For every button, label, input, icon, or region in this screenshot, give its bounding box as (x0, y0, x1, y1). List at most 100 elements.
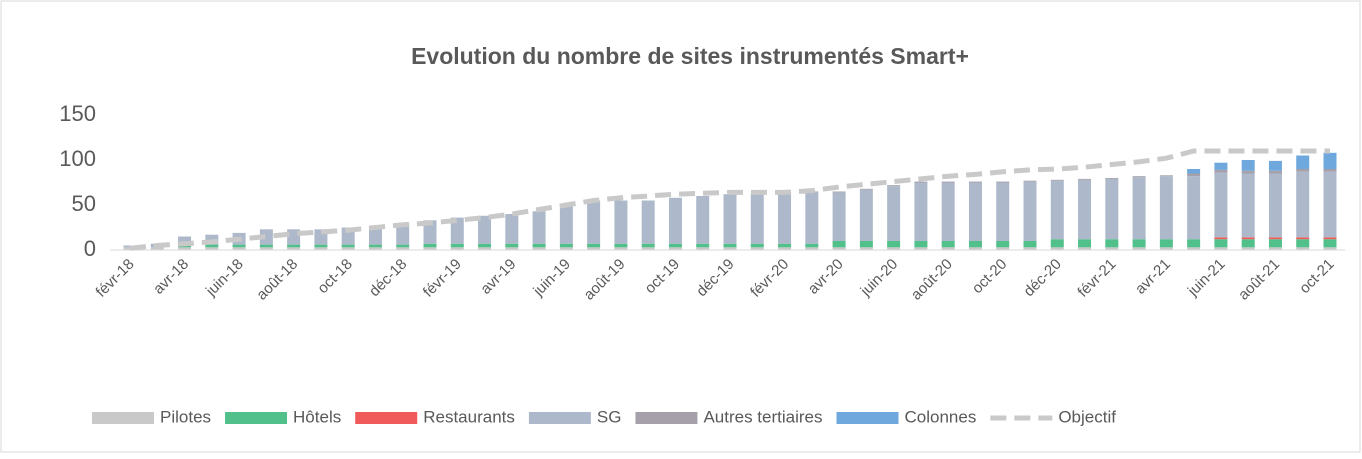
bar-segment (668, 243, 682, 248)
bar-segment (941, 182, 955, 241)
bar-segment (1268, 170, 1282, 174)
bar-segment (696, 196, 710, 244)
bar-segment (205, 247, 219, 250)
bar-segment (123, 247, 137, 250)
bar-segment (1296, 247, 1310, 250)
bar-segment (341, 247, 355, 250)
bar-segment (1296, 169, 1310, 172)
bar-segment (232, 244, 246, 248)
bar-segment (941, 241, 955, 248)
bar-segment (859, 247, 873, 250)
bar-segment (805, 243, 819, 248)
bar-segment (505, 243, 519, 248)
bar-segment (996, 181, 1010, 183)
bar-segment (1241, 247, 1255, 250)
bar-segment (1296, 155, 1310, 169)
bar-segment (859, 189, 873, 241)
bar-segment (532, 243, 546, 248)
bar-segment (805, 247, 819, 250)
bar-segment (996, 247, 1010, 250)
bar-segment (1268, 160, 1282, 171)
bar-segment (723, 247, 737, 250)
bar-segment (1268, 237, 1282, 240)
bar-segment (614, 243, 628, 248)
legend-label: Colonnes (905, 407, 977, 426)
bar-segment (1241, 237, 1255, 240)
bar-segment (941, 247, 955, 250)
bar-segment (832, 241, 846, 248)
bar-segment (1132, 239, 1146, 248)
bar-segment (1132, 247, 1146, 250)
bar-segment (887, 186, 901, 241)
bar-segment (1023, 181, 1037, 241)
bar-segment (559, 243, 573, 248)
bar-segment (396, 244, 410, 248)
bar-segment (505, 214, 519, 244)
bar-segment (450, 217, 464, 244)
bar-segment (423, 243, 437, 248)
bar-segment (614, 200, 628, 244)
bar-segment (1159, 175, 1173, 177)
legend-swatch (528, 412, 591, 424)
bar-segment (668, 197, 682, 244)
bar-segment (1268, 173, 1282, 238)
bar-segment (532, 211, 546, 244)
bar-segment (1296, 171, 1310, 238)
bar-segment (1105, 247, 1119, 250)
bar-segment (314, 247, 328, 250)
bar-segment (1323, 171, 1337, 238)
bar-segment (1159, 247, 1173, 250)
legend-label: Pilotes (160, 407, 211, 426)
bar-segment (1105, 178, 1119, 240)
line-series (129, 148, 1330, 251)
bar-segment (914, 181, 928, 183)
bar-segment (1214, 239, 1228, 248)
bar-segment (1050, 247, 1064, 250)
bar-segment (259, 244, 273, 248)
bar-segment (1241, 239, 1255, 248)
bar-segment (1214, 247, 1228, 250)
bar-segment (450, 243, 464, 248)
legend-swatch (355, 412, 418, 424)
bar-segment (1132, 176, 1146, 178)
bar-segment (641, 200, 655, 244)
bar-segment (478, 243, 492, 248)
bar-segment (832, 247, 846, 250)
bar-segment (968, 247, 982, 250)
bar-segment (832, 192, 846, 241)
legend-swatch (92, 412, 154, 424)
bar-segment (914, 182, 928, 241)
bar-segment (1187, 176, 1201, 240)
legend-label: Restaurants (423, 407, 515, 426)
bar-segment (559, 247, 573, 250)
bar-segment (178, 247, 192, 250)
legend-swatch (836, 412, 899, 424)
bar-segment (750, 247, 764, 250)
bar-segment (941, 181, 955, 183)
bar-segment (1187, 169, 1201, 174)
bar-segment (778, 243, 792, 248)
legend-label: Objectif (1058, 407, 1116, 426)
bar-segment (1050, 180, 1064, 240)
bar-segment (696, 247, 710, 250)
bar-segment (1323, 247, 1337, 250)
y-tick-label: 0 (84, 236, 96, 261)
bar-segment (314, 244, 328, 248)
bar-segment (914, 247, 928, 250)
bar-segment (396, 223, 410, 245)
bar-segment (778, 247, 792, 250)
bar-segment (1105, 239, 1119, 248)
bar-segment (614, 247, 628, 250)
bar-segment (723, 194, 737, 244)
bar-segment (1214, 162, 1228, 170)
bar-segment (1078, 239, 1092, 248)
bar-segment (996, 182, 1010, 241)
bar-segment (887, 247, 901, 250)
bar-segment (750, 193, 764, 244)
bar-segment (1078, 247, 1092, 250)
y-tick-label: 100 (59, 146, 96, 171)
legend-swatch (635, 412, 698, 424)
bar-segment (1214, 169, 1228, 173)
bar-segment (587, 243, 601, 248)
